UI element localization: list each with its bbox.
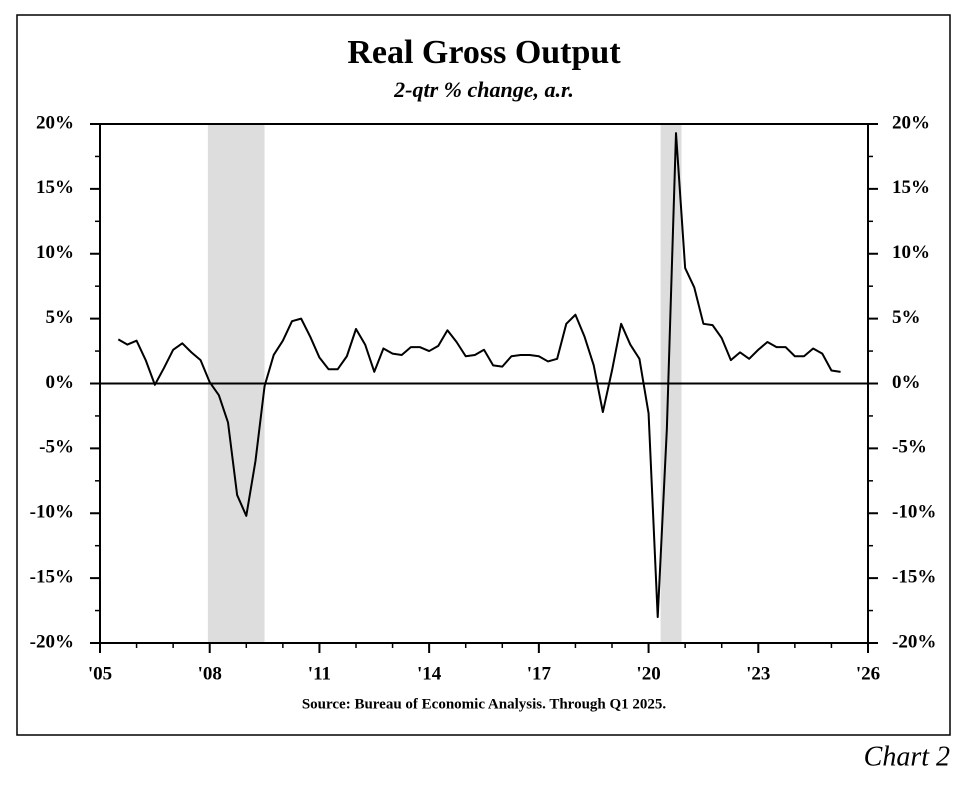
chart-subtitle: 2-qtr % change, a.r. bbox=[393, 77, 574, 102]
x-tick-label: '20 bbox=[636, 663, 660, 684]
plot-border bbox=[99, 123, 869, 644]
y2-tick-label: 5% bbox=[892, 307, 921, 328]
source-note: Source: Bureau of Economic Analysis. Thr… bbox=[302, 696, 667, 712]
y2-tick-label: 0% bbox=[892, 372, 921, 393]
y2-tick-label: 20% bbox=[892, 112, 930, 133]
chart-title: Real Gross Output bbox=[347, 34, 621, 71]
x-tick-label: '17 bbox=[527, 663, 552, 684]
y2-tick-label: -20% bbox=[892, 631, 936, 652]
y-tick-label: -10% bbox=[30, 502, 74, 523]
y-tick-label: -5% bbox=[39, 437, 74, 458]
y-tick-label: -20% bbox=[30, 631, 74, 652]
y2-tick-label: -5% bbox=[892, 437, 927, 458]
y-tick-label: 10% bbox=[36, 242, 74, 263]
x-tick-label: '05 bbox=[88, 663, 112, 684]
y-tick-label: -15% bbox=[30, 566, 74, 587]
chart-label: Chart 2 bbox=[864, 741, 950, 772]
y-tick-label: 15% bbox=[36, 177, 74, 198]
y-tick-label: 20% bbox=[36, 112, 74, 133]
y2-tick-label: -10% bbox=[892, 502, 936, 523]
y2-tick-label: -15% bbox=[892, 566, 936, 587]
data-line bbox=[117, 132, 841, 619]
y-tick-label: 5% bbox=[46, 307, 75, 328]
y-tick-label: 0% bbox=[46, 372, 75, 393]
x-tick-label: '26 bbox=[856, 663, 880, 684]
frame bbox=[16, 14, 951, 736]
y2-tick-label: 10% bbox=[892, 242, 930, 263]
x-tick-label: '23 bbox=[746, 663, 770, 684]
x-tick-label: '11 bbox=[308, 663, 331, 684]
x-tick-label: '08 bbox=[198, 663, 222, 684]
y2-tick-label: 15% bbox=[892, 177, 930, 198]
x-tick-label: '14 bbox=[417, 663, 442, 684]
